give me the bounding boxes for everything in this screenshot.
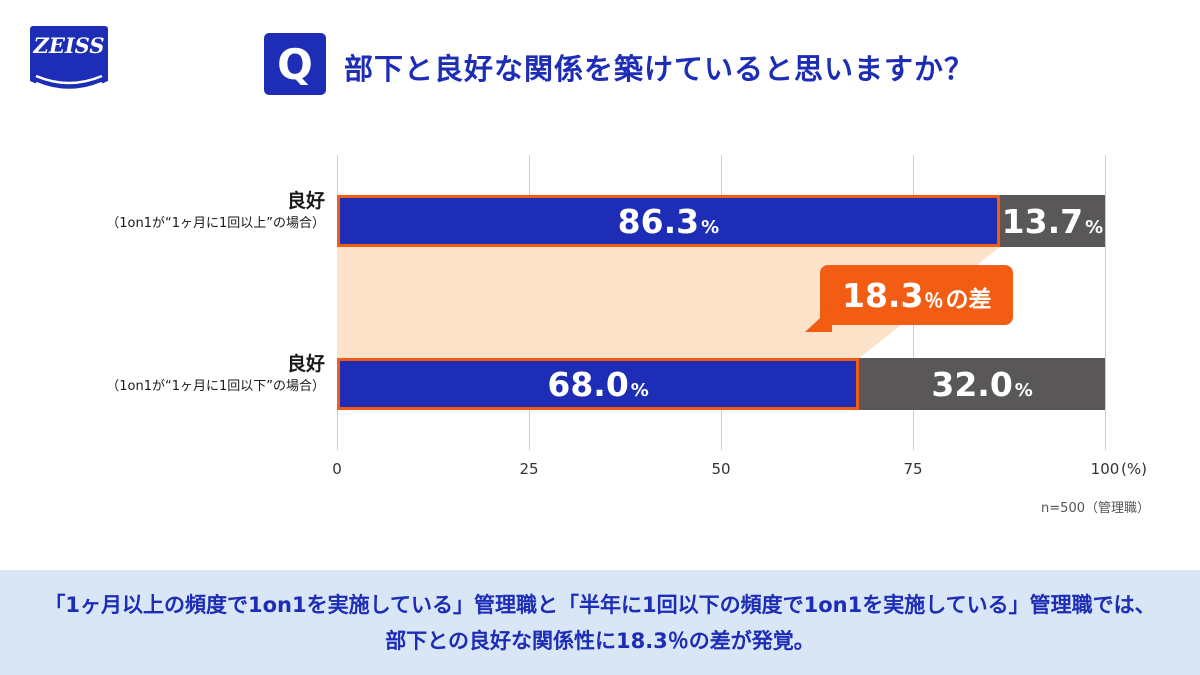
value-number: 86.3 (617, 201, 700, 241)
bar-label-sub: （1on1が“1ヶ月に1回以下”の場合） (106, 379, 325, 394)
bar2-gray-value: 32.0% (931, 365, 1032, 404)
zeiss-logo-text: ZEISS (32, 33, 104, 58)
callout-suffix: の差 (945, 286, 992, 313)
x-axis-tick-label: 100 (1090, 460, 1120, 478)
bar1-gray-segment: 13.7% (999, 195, 1105, 247)
footer-line-1: 「1ヶ月以上の頻度で1on1を実施している」管理職と「半年に1回以下の頻度で1o… (44, 592, 1156, 617)
percent-sign: % (1085, 216, 1104, 238)
bar-row-2: 32.0% 68.0% (337, 358, 1105, 410)
x-axis-tick-label: 75 (903, 460, 923, 478)
footer-line-2: 部下との良好な関係性に18.3％の差が発覚。 (385, 628, 815, 653)
zeiss-logo-shape (30, 26, 108, 90)
bar-label-sub: （1on1が“1ヶ月に1回以上”の場合） (106, 216, 325, 231)
bar2-gray-segment: 32.0% (859, 358, 1105, 410)
bar-label-main: 良好 (286, 353, 325, 375)
value-number: 13.7 (1001, 201, 1084, 241)
question-badge: Q (264, 33, 326, 95)
bar-row-1: 13.7% 86.3% (337, 195, 1105, 247)
footer-summary: 「1ヶ月以上の頻度で1on1を実施している」管理職と「半年に1回以下の頻度で1o… (0, 570, 1200, 675)
x-axis-tick-label: 25 (519, 460, 539, 478)
bar2-blue-segment: 68.0% (337, 358, 860, 410)
bar1-gray-value: 13.7% (1002, 202, 1103, 241)
bar-label-row2: 良好 （1on1が“1ヶ月に1回以下”の場合） (0, 351, 325, 396)
value-number: 32.0 (931, 364, 1013, 404)
zeiss-logo-arc (35, 74, 103, 85)
bar1-blue-segment: 86.3% (337, 195, 1000, 247)
bar-label-row1: 良好 （1on1が“1ヶ月に1回以上”の場合） (0, 188, 325, 233)
percent-sign: % (1014, 379, 1033, 401)
percent-sign: % (630, 379, 649, 401)
percent-sign: % (701, 216, 720, 238)
question-badge-letter: Q (277, 39, 313, 89)
page-title: 部下と良好な関係を築けていると思いますか？ (344, 52, 975, 86)
x-axis-tick-label: 50 (711, 460, 731, 478)
zeiss-logo-arc (35, 81, 103, 92)
plot-area: (%) 良好 （1on1が“1ヶ月に1回以上”の場合） 13.7% 86.3% (106, 155, 1147, 478)
callout-value: 18.3 (842, 275, 924, 315)
callout-percent-sign: ％ (924, 289, 944, 312)
bar-label-main: 良好 (286, 190, 325, 212)
x-axis-tick-label: 0 (332, 460, 342, 478)
zeiss-logo: ZEISS (30, 26, 108, 92)
difference-callout: 18.3 ％の差 (805, 265, 1014, 332)
value-number: 68.0 (547, 364, 629, 404)
x-axis-unit: (%) (1121, 460, 1147, 478)
gridline (1105, 155, 1106, 450)
bar1-blue-value: 86.3% (618, 202, 719, 241)
bar2-blue-value: 68.0% (547, 365, 648, 404)
sample-size-note: n=500（管理職） (1041, 501, 1150, 516)
